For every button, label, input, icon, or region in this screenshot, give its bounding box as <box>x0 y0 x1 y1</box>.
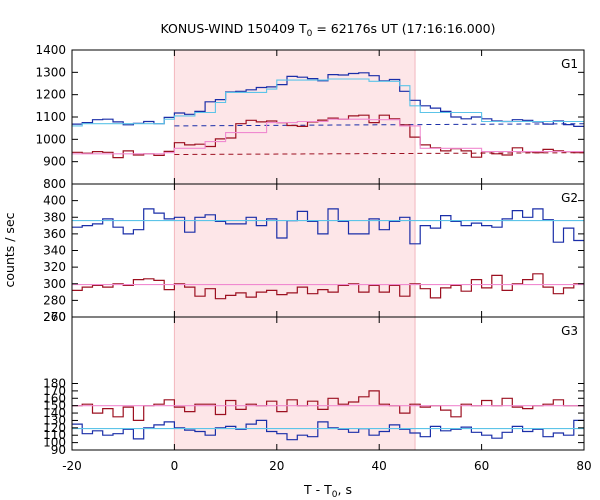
y-tick-label: 1000 <box>35 132 66 146</box>
y-tick-label: 160 <box>43 391 66 405</box>
chart-title: KONUS-WIND 150409 T0 = 62176s UT (17:16:… <box>160 21 495 39</box>
y-tick-label: 300 <box>43 277 66 291</box>
x-tick-label: -20 <box>62 459 82 473</box>
y-tick-label: 100 <box>43 436 66 450</box>
x-tick-label: 0 <box>171 459 179 473</box>
y-tick-label: 150 <box>43 399 66 413</box>
x-tick-label: 40 <box>372 459 387 473</box>
panel-g2-red-line <box>72 273 584 300</box>
x-tick-label: 80 <box>576 459 591 473</box>
x-axis-label: T - T0, s <box>303 482 352 500</box>
panel-g1-cyan-line <box>72 78 584 127</box>
y-tick-label: 140 <box>43 406 66 420</box>
y-tick-label: 1200 <box>35 88 66 102</box>
panel-g3-blue-line <box>72 419 584 441</box>
y-tick-label: 170 <box>43 384 66 398</box>
y-axis-label: counts / sec <box>2 212 17 287</box>
y-tick-label: 900 <box>43 155 66 169</box>
panel-label-g3: G3 <box>561 324 578 338</box>
y-tick-label: 110 <box>43 428 66 442</box>
y-tick-label: 380 <box>43 210 66 224</box>
panel-g3-red-line <box>72 390 584 421</box>
y-tick-label: 270 <box>43 310 66 324</box>
y-tick-label: 800 <box>43 177 66 191</box>
y-tick-label: 180 <box>43 377 66 391</box>
panel-g2-series <box>72 208 584 300</box>
panel-g1-series <box>72 72 584 159</box>
y-tick-label: 360 <box>43 227 66 241</box>
panel-label-g2: G2 <box>561 191 578 205</box>
panel-g3-series <box>72 390 584 441</box>
x-tick-label: 20 <box>269 459 284 473</box>
trigger-interval-highlight <box>174 50 416 450</box>
y-tick-label: 120 <box>43 421 66 435</box>
x-tick-label: 60 <box>474 459 489 473</box>
panel-g1-pink-line <box>72 118 584 155</box>
y-tick-label: 280 <box>43 293 66 307</box>
y-tick-label: 340 <box>43 244 66 258</box>
y-tick-label: 1100 <box>35 110 66 124</box>
y-tick-label: 130 <box>43 413 66 427</box>
panel-label-g1: G1 <box>561 57 578 71</box>
y-tick-label: 90 <box>51 443 66 457</box>
y-tick-label: 1400 <box>35 43 66 57</box>
panel-g2-blue-line <box>72 208 584 245</box>
y-tick-label: 260 <box>43 310 66 324</box>
y-tick-label: 1300 <box>35 65 66 79</box>
y-tick-label: 320 <box>43 260 66 274</box>
y-tick-label: 400 <box>43 194 66 208</box>
